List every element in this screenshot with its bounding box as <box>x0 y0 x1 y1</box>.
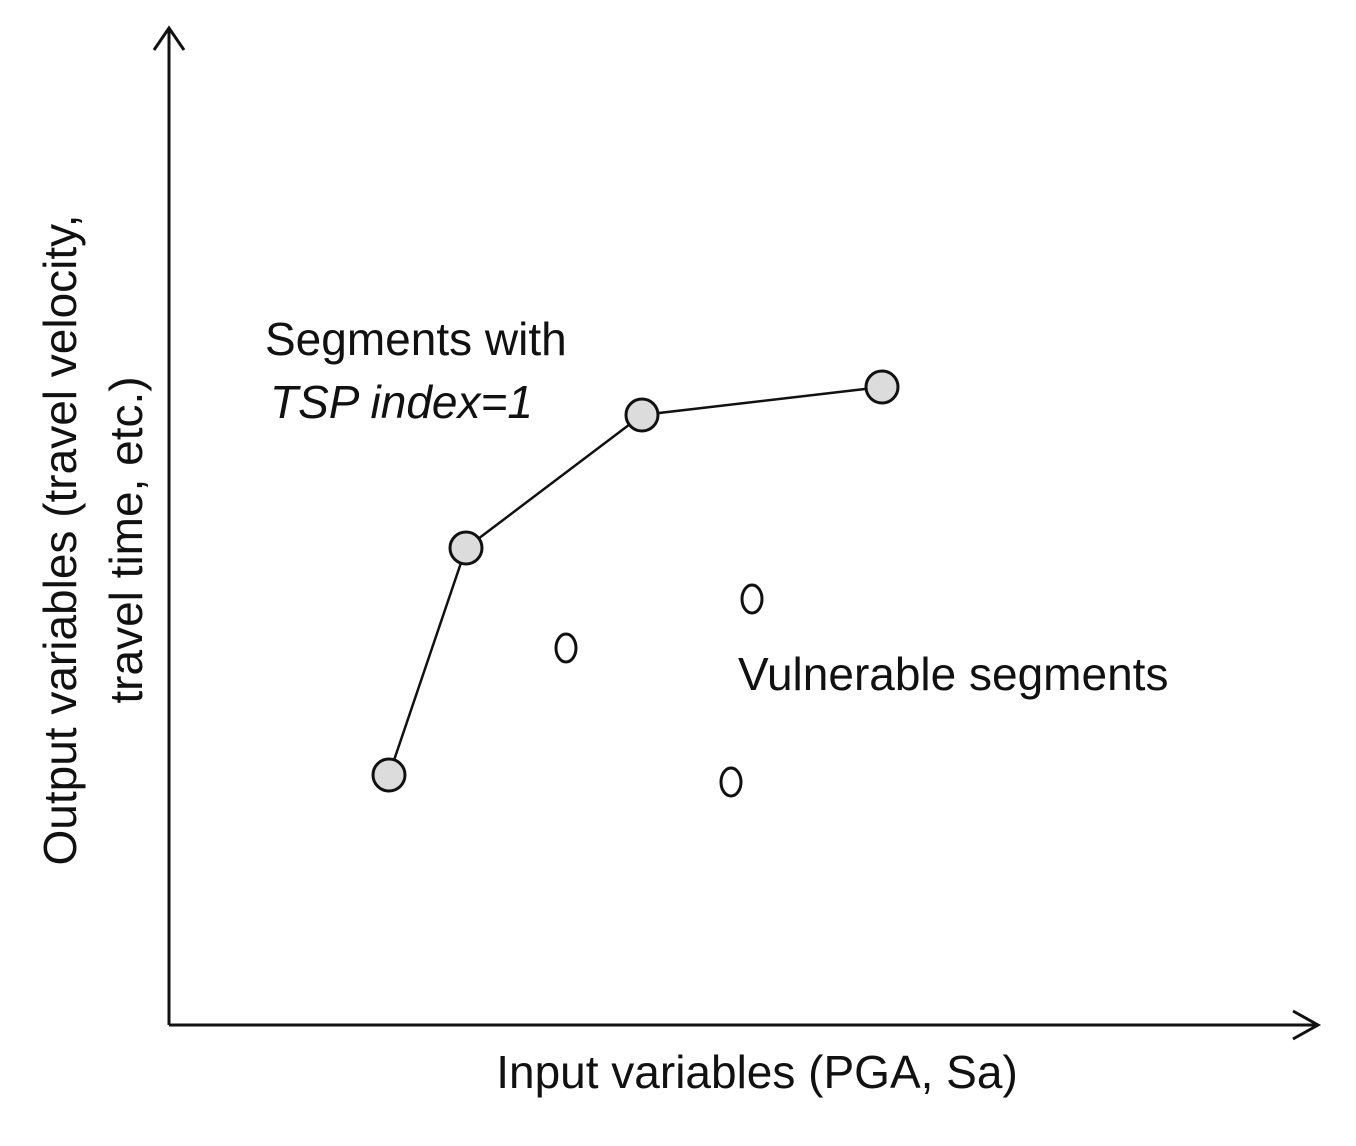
tsp-label-line1: Segments with <box>265 313 567 365</box>
vulnerable-points <box>554 583 764 798</box>
vulnerable-point <box>719 766 743 798</box>
vulnerable-label: Vulnerable segments <box>738 648 1168 700</box>
vulnerable-point <box>554 632 578 664</box>
tsp-point <box>371 757 407 793</box>
x-axis-label: Input variables (PGA, Sa) <box>496 1046 1018 1098</box>
tsp-point <box>448 530 484 566</box>
tsp-label-line2: TSP index=1 <box>270 376 533 428</box>
y-axis-arrow-icon <box>152 25 186 51</box>
y-axis-label-line2: travel time, etc.) <box>100 376 152 703</box>
tsp-point <box>624 397 660 433</box>
tsp-points <box>371 369 900 793</box>
y-axis-label-line1: Output variables (travel velocity, <box>34 214 86 865</box>
axes <box>152 25 1322 1041</box>
x-axis-arrow-icon <box>1292 1009 1322 1041</box>
tsp-curve <box>387 385 883 776</box>
vulnerable-point <box>740 583 764 615</box>
y-axis-label: Output variables (travel velocity, trave… <box>34 214 152 865</box>
tsp-point <box>864 369 900 405</box>
